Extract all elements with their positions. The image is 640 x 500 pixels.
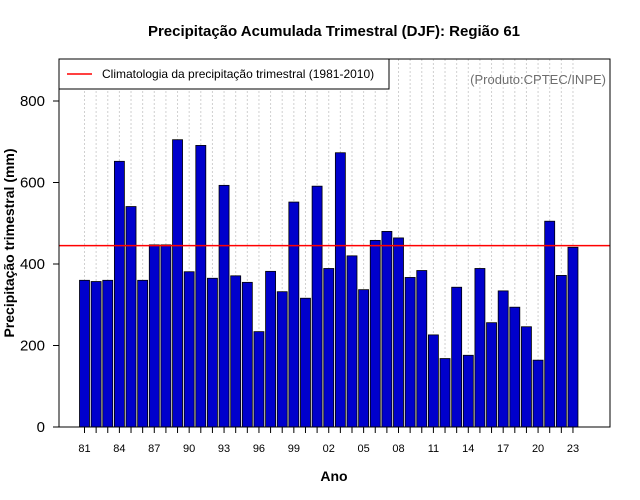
y-tick-label: 0 [37, 419, 45, 436]
bar-2006 [369, 239, 381, 428]
y-tick-label: 800 [20, 93, 45, 110]
y-tick-label: 200 [20, 338, 45, 355]
bar-1989 [172, 139, 183, 428]
bar-2004 [346, 255, 358, 428]
bar-2008 [393, 237, 404, 428]
bar-2007 [381, 230, 393, 428]
bar-1995 [241, 281, 253, 428]
legend: Climatologia da precipitação trimestral … [58, 58, 390, 90]
bar-2022 [555, 275, 567, 428]
x-tick-label: 17 [497, 443, 509, 455]
bar-2021 [544, 220, 556, 428]
bar-1984 [113, 160, 125, 428]
bar-2015 [474, 268, 486, 428]
x-tick-label: 11 [428, 443, 439, 455]
bar-2001 [311, 185, 323, 428]
x-tick-label: 81 [78, 443, 90, 455]
bar-1991 [195, 145, 207, 428]
y-tick-label: 600 [20, 175, 45, 192]
bar-1992 [207, 277, 218, 428]
bar-2002 [323, 268, 335, 428]
bar-1983 [102, 279, 114, 428]
y-axis-label: Precipitação trimestral (mm) [1, 148, 17, 337]
credit-text: (Produto:CPTEC/INPE) [470, 72, 606, 87]
bar-1981 [79, 279, 90, 428]
bar-2011 [427, 334, 439, 428]
bar-1988 [160, 244, 172, 428]
y-axis: 0 200 400 600 800 [20, 93, 59, 436]
bar-1982 [90, 281, 102, 428]
legend-label: Climatologia da precipitação trimestral … [102, 67, 374, 81]
x-tick-label: 84 [113, 443, 125, 455]
bar-2013 [451, 286, 463, 428]
bar-2014 [462, 354, 474, 428]
bar-2017 [497, 290, 509, 428]
bar-2005 [358, 289, 370, 428]
x-axis: 81 84 87 90 93 96 99 02 05 08 11 14 17 20 23 [78, 427, 579, 455]
bar-1987 [148, 244, 160, 428]
bar-2010 [416, 270, 428, 428]
legend-box [58, 58, 390, 90]
bar-2016 [486, 322, 497, 428]
x-tick-label: 14 [462, 443, 474, 455]
x-tick-label: 93 [218, 443, 230, 455]
x-axis-label: Ano [320, 468, 347, 484]
x-tick-label: 87 [148, 443, 160, 455]
bar-1985 [125, 206, 137, 428]
bar-2020 [532, 359, 544, 428]
bar-1994 [230, 275, 242, 428]
bar-2000 [300, 297, 311, 428]
bar-2018 [509, 306, 521, 428]
x-tick-label: 96 [253, 443, 265, 455]
bar-1997 [265, 270, 276, 428]
bar-2023 [567, 246, 579, 428]
bar-2003 [334, 152, 346, 428]
bar-1999 [288, 201, 300, 428]
x-tick-label: 23 [567, 443, 579, 455]
bar-1998 [276, 291, 288, 428]
x-tick-label: 99 [288, 443, 300, 455]
x-tick-label: 90 [183, 443, 195, 455]
bar-1996 [253, 331, 265, 428]
bar-2009 [404, 277, 416, 428]
bar-2019 [521, 326, 532, 428]
x-tick-label: 05 [357, 443, 369, 455]
bar-1990 [183, 271, 195, 428]
bar-1986 [137, 279, 149, 428]
x-tick-label: 02 [323, 443, 335, 455]
x-tick-label: 20 [532, 443, 544, 455]
y-tick-label: 400 [20, 256, 45, 273]
bar-1993 [218, 184, 230, 428]
bars [79, 139, 579, 428]
x-tick-label: 08 [392, 443, 404, 455]
bar-2012 [439, 358, 451, 428]
chart-title: Precipitação Acumulada Trimestral (DJF):… [148, 23, 520, 40]
